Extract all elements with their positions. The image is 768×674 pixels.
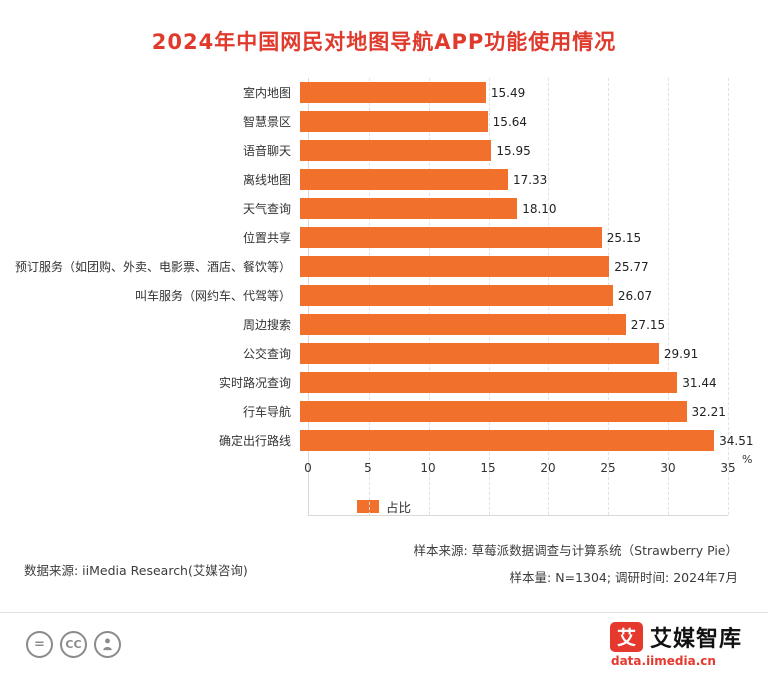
chart-legend: 占比 [0,497,768,516]
bar-row: 离线地图 17.33 [0,165,768,194]
value-label: 18.10 [522,201,557,216]
brand-name: 艾媒智库 [649,626,742,652]
bar-row: 天气查询 18.10 [0,194,768,223]
value-label: 15.64 [492,114,528,129]
x-tick-label: 10 [420,461,436,475]
equals-license-icon: = [26,630,53,658]
bar-zone: 27.15 [300,310,760,339]
brand-row: 艾 艾媒智库 [609,621,742,653]
category-label: 叫车服务（网约车、代驾等） [134,289,291,303]
value-label: 25.77 [614,259,649,274]
value-label: 34.51 [719,433,754,448]
data-source-note: 数据来源: iiMedia Research(艾媒咨询) [24,563,248,578]
bar-zone: 17.33 [300,165,760,194]
category-label: 确定出行路线 [218,434,291,448]
bar-row: 位置共享 25.15 [0,223,768,252]
category-label: 预订服务（如团购、外卖、电影票、酒店、餐饮等） [14,260,291,274]
footer-bar: = CC 艾 艾媒智库 data.iimedia.cn [0,615,768,673]
person-license-icon [94,630,121,658]
bar-zone: 32.21 [300,397,760,426]
category-label: 实时路况查询 [218,376,291,390]
bar-rows: 室内地图 15.49 智慧景区 15.64 语音聊天 15.95 离线地图 17.33 天气查询… [0,78,768,455]
category-label: 公交查询 [242,347,291,361]
x-tick-label: 20 [540,461,556,475]
bar [300,227,602,248]
sample-source-note: 样本来源: 草莓派数据调查与计算系统（Strawberry Pie） [413,543,738,558]
bar [300,82,486,103]
x-tick-label: 5 [364,461,372,475]
bar [300,169,508,190]
x-tick-label: 35 [720,461,736,475]
bar-row: 公交查询 29.91 [0,339,768,368]
bar [300,140,492,161]
bar [300,343,659,364]
x-axis: % 0 5 10 15 20 25 30 35 [304,453,752,477]
legend-label: 占比 [385,500,411,515]
bar-row: 周边搜索 27.15 [0,310,768,339]
bar [300,314,626,335]
brand-url: data.iimedia.cn [610,653,716,668]
x-tick-label: 0 [304,461,312,475]
value-label: 15.49 [490,85,526,100]
legend-swatch [356,500,379,513]
x-tick-label: 25 [600,461,616,475]
category-label: 位置共享 [242,231,291,245]
bar-zone: 18.10 [300,194,760,223]
bar-zone: 29.91 [300,339,760,368]
bar-zone: 31.44 [300,368,760,397]
bar [300,198,518,219]
category-label: 语音聊天 [242,144,291,158]
cc-license-icon: CC [60,630,87,658]
value-label: 32.21 [691,404,726,419]
bar-row: 智慧景区 15.64 [0,107,768,136]
category-label: 周边搜索 [242,318,291,332]
iimedia-logo-icon: 艾 [609,621,643,652]
category-label: 行车导航 [242,405,291,419]
value-label: 26.07 [617,288,653,303]
bar-row: 语音聊天 15.95 [0,136,768,165]
x-tick-label: 30 [660,461,676,475]
brand-block: 艾 艾媒智库 data.iimedia.cn [609,621,742,668]
value-label: 25.15 [606,230,642,245]
bar [300,401,687,422]
bar-chart: 室内地图 15.49 智慧景区 15.64 语音聊天 15.95 离线地图 17.33 天气查询… [0,78,768,516]
bar-zone: 26.07 [300,281,760,310]
bar-row: 确定出行路线 34.51 [0,426,768,455]
value-label: 31.44 [682,375,717,390]
bar-zone: 25.77 [300,252,760,281]
footer-divider [0,612,768,613]
bar-row: 行车导航 32.21 [0,397,768,426]
category-label: 天气查询 [242,202,291,216]
bar-zone: 15.95 [300,136,760,165]
bar [300,372,678,393]
value-label: 27.15 [630,317,666,332]
category-label: 智慧景区 [242,115,291,129]
bar [300,256,610,277]
bar-row: 实时路况查询 31.44 [0,368,768,397]
bar-zone: 25.15 [300,223,760,252]
x-axis-unit: % [742,453,753,466]
bar-zone: 15.49 [300,78,760,107]
category-label: 室内地图 [242,86,291,100]
bar-row: 预订服务（如团购、外卖、电影票、酒店、餐饮等） 25.77 [0,252,768,281]
source-notes: 样本来源: 草莓派数据调查与计算系统（Strawberry Pie） 数据来源:… [0,540,768,598]
chart-title: 2024年中国网民对地图导航APP功能使用情况 [151,30,617,54]
category-label: 离线地图 [242,173,291,187]
value-label: 29.91 [663,346,699,361]
bar [300,111,488,132]
x-tick-label: 15 [480,461,496,475]
person-glyph [103,638,112,650]
value-label: 17.33 [512,172,548,187]
bar-zone: 15.64 [300,107,760,136]
bar-row: 叫车服务（网约车、代驾等） 26.07 [0,281,768,310]
sample-info-note: 样本量: N=1304; 调研时间: 2024年7月 [509,570,738,585]
license-icons: = CC [26,630,121,658]
bar [300,285,613,306]
value-label: 15.95 [496,143,531,158]
bar-row: 室内地图 15.49 [0,78,768,107]
bar-zone: 34.51 [300,426,760,455]
bar [300,430,715,451]
